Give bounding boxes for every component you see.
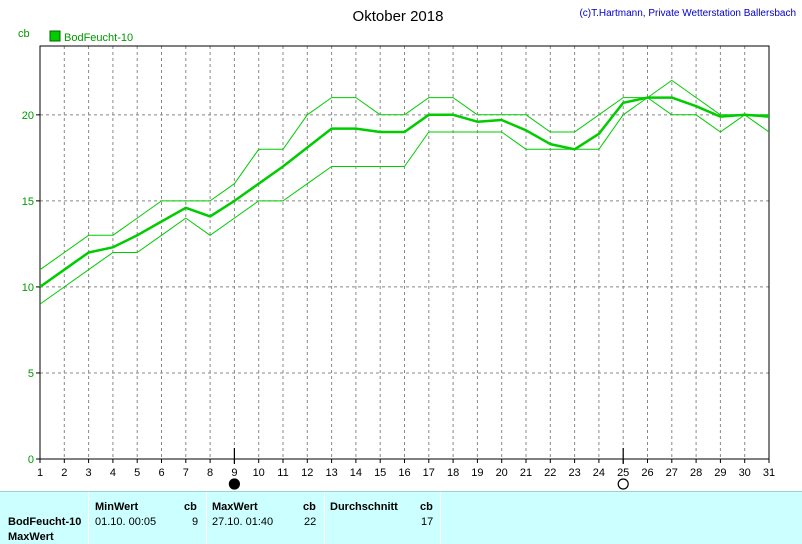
x-tick-label: 24 bbox=[593, 467, 605, 479]
legend-swatch bbox=[49, 30, 61, 42]
legend-label: BodFeucht-10 bbox=[64, 32, 133, 44]
stats-divider bbox=[440, 492, 441, 544]
x-tick-label: 4 bbox=[110, 467, 116, 479]
x-tick-label: 29 bbox=[714, 467, 726, 479]
stats-divider bbox=[324, 492, 325, 544]
grid-lines bbox=[40, 46, 769, 459]
x-tick-label: 6 bbox=[158, 467, 164, 479]
y-tick-label: 15 bbox=[22, 196, 34, 208]
x-tick-label: 31 bbox=[763, 467, 775, 479]
x-tick-label: 13 bbox=[325, 467, 337, 479]
x-tick-label: 9 bbox=[231, 467, 237, 479]
x-tick-label: 30 bbox=[739, 467, 751, 479]
moon-markers bbox=[228, 448, 629, 490]
new-moon-icon bbox=[617, 478, 629, 490]
min-value: 9 bbox=[192, 516, 199, 528]
stats-row-label-2: MaxWert bbox=[8, 531, 54, 543]
full-moon-icon bbox=[228, 478, 240, 490]
x-tick-label: 27 bbox=[666, 467, 678, 479]
x-tick-label: 23 bbox=[568, 467, 580, 479]
x-tick-label: 1 bbox=[37, 467, 43, 479]
x-tick-label: 21 bbox=[520, 467, 532, 479]
copyright-text: (c)T.Hartmann, Private Wetterstation Bal… bbox=[579, 8, 796, 19]
series-lines bbox=[39, 79, 770, 305]
chart-area: Oktober 2018 (c)T.Hartmann, Private Wett… bbox=[18, 8, 796, 490]
x-tick-label: 19 bbox=[471, 467, 483, 479]
avg-value: 17 bbox=[421, 516, 434, 528]
x-tick-label: 18 bbox=[447, 467, 459, 479]
x-tick-label: 14 bbox=[350, 467, 362, 479]
min-header: MinWert bbox=[95, 501, 139, 513]
statistics-panel: MinWert cb MaxWert cb Durchschnitt cb Bo… bbox=[0, 491, 802, 544]
y-axis-unit: cb bbox=[18, 28, 30, 40]
x-tick-label: 17 bbox=[423, 467, 435, 479]
x-tick-label: 10 bbox=[253, 467, 265, 479]
stats-row-label: BodFeucht-10 bbox=[8, 516, 82, 528]
x-tick-label: 2 bbox=[61, 467, 67, 479]
max-unit: cb bbox=[303, 501, 316, 513]
x-tick-label: 28 bbox=[690, 467, 702, 479]
x-tick-label: 12 bbox=[301, 467, 313, 479]
min-unit: cb bbox=[184, 501, 197, 513]
y-tick-label: 0 bbox=[28, 454, 34, 466]
x-tick-label: 16 bbox=[398, 467, 410, 479]
x-tick-label: 22 bbox=[544, 467, 556, 479]
y-axis: 0 5 10 15 20 bbox=[22, 110, 40, 466]
stats-divider bbox=[206, 492, 207, 544]
max-value: 22 bbox=[304, 516, 317, 528]
x-tick-label: 7 bbox=[183, 467, 189, 479]
x-tick-label: 3 bbox=[86, 467, 92, 479]
x-tick-label: 11 bbox=[277, 467, 288, 479]
max-header: MaxWert bbox=[212, 501, 258, 513]
chart-title: Oktober 2018 bbox=[353, 8, 444, 25]
series-line-min bbox=[39, 97, 770, 305]
x-tick-label: 20 bbox=[496, 467, 508, 479]
stats-divider bbox=[88, 492, 89, 544]
x-tick-label: 25 bbox=[617, 467, 629, 479]
min-time: 01.10. 00:05 bbox=[95, 516, 157, 528]
x-axis: 1 2 3 4 5 6 7 8 9 10 11 12 13 14 15 16 17 18 19 20 21 22 23 24 2… bbox=[37, 459, 775, 479]
avg-unit: cb bbox=[420, 501, 433, 513]
x-tick-label: 8 bbox=[207, 467, 213, 479]
y-tick-label: 5 bbox=[28, 368, 34, 380]
y-tick-label: 20 bbox=[22, 110, 34, 122]
y-tick-label: 10 bbox=[22, 282, 34, 294]
x-tick-label: 15 bbox=[374, 467, 386, 479]
x-tick-label: 26 bbox=[641, 467, 653, 479]
max-time: 27.10. 01:40 bbox=[212, 516, 274, 528]
avg-header: Durchschnitt bbox=[330, 501, 398, 513]
x-tick-label: 5 bbox=[134, 467, 140, 479]
